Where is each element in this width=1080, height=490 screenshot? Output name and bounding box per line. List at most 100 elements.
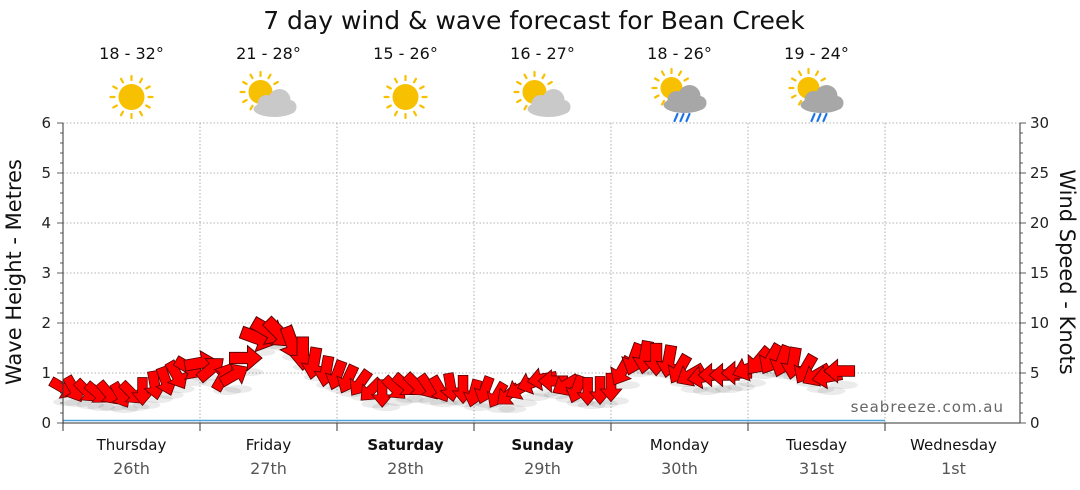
- cloud-shape: [253, 89, 297, 117]
- sun-cloud-rain-icon: [651, 67, 707, 123]
- rain-drop: [685, 112, 691, 123]
- wind-arrow-shadow: [98, 403, 127, 411]
- sun-ray: [419, 85, 425, 90]
- day-name: Friday: [246, 436, 292, 454]
- sun-ray: [393, 110, 399, 117]
- wind-arrow-shadow: [727, 383, 756, 391]
- wind-arrow: [300, 346, 327, 380]
- right-tick-label: 5: [1030, 364, 1040, 382]
- sun-disc: [392, 84, 419, 110]
- day-name: Thursday: [96, 436, 167, 454]
- sun-ray: [242, 80, 248, 86]
- wind-arrow: [823, 358, 856, 384]
- wind-arrow-shape: [131, 377, 154, 406]
- sun-ray: [386, 85, 392, 90]
- right-tick-label: 25: [1030, 164, 1049, 182]
- sun-ray: [814, 70, 820, 77]
- rain-drop: [816, 112, 822, 123]
- wind-arrow: [370, 379, 394, 408]
- axes: 0 1 2 3 4 5 6 0 5 10 15 20 25 30: [41, 114, 1049, 432]
- sun-ray: [112, 85, 118, 90]
- sun-ray: [790, 94, 797, 99]
- day-date: 1st: [941, 459, 966, 478]
- left-tick-label: 5: [41, 164, 51, 182]
- right-tick-label: 10: [1030, 314, 1049, 332]
- day-date: 27th: [250, 459, 287, 478]
- sun-ray: [119, 77, 125, 84]
- wind-arrow-shadow: [738, 379, 766, 387]
- wind-arrow-shadow: [829, 381, 858, 389]
- sun-ray: [523, 73, 528, 80]
- day-date: 29th: [524, 459, 561, 478]
- wind-arrow-shadow: [87, 403, 116, 411]
- right-axis-title: Wind Speed - Knots: [1055, 169, 1079, 374]
- wind-arrow-shadow: [372, 403, 401, 411]
- wind-arrow-shape: [300, 346, 327, 380]
- wind-arrow-shadow: [429, 399, 458, 407]
- wind-arrow-shape: [537, 369, 569, 393]
- left-axis-title: Wave Height - Metres: [2, 159, 26, 385]
- wind-arrow: [537, 369, 569, 393]
- wind-arrow: [218, 363, 249, 388]
- wind-arrow-shadow: [487, 405, 516, 413]
- sun-ray: [249, 73, 254, 80]
- day-date: 31st: [799, 459, 834, 478]
- wind-arrow-shadow: [817, 387, 846, 395]
- sun-ray: [653, 77, 660, 82]
- wind-arrow-shape: [823, 358, 856, 384]
- left-tick-label: 0: [41, 414, 51, 432]
- sun-ray: [820, 77, 827, 82]
- rain-drop: [679, 112, 685, 123]
- wind-arrow-shadow: [144, 395, 173, 403]
- sun-ray: [242, 98, 248, 104]
- wind-arrow: [599, 372, 623, 403]
- sun-cloud-rain-icon: [788, 67, 844, 123]
- sun-ray: [145, 85, 151, 90]
- left-tick-label: 1: [41, 364, 51, 382]
- day-name: Saturday: [367, 436, 444, 454]
- forecast-temp: 18 - 26°: [647, 44, 712, 63]
- wind-arrow: [131, 377, 154, 406]
- cloud-shape: [663, 85, 707, 113]
- sun-ray: [412, 77, 418, 84]
- sun-ray: [419, 104, 425, 109]
- sun-ray: [138, 77, 144, 84]
- sun-ray: [797, 99, 803, 106]
- wind-arrow-shadow: [406, 395, 435, 403]
- sun-ray: [119, 110, 125, 117]
- sun-ray: [516, 80, 522, 86]
- wind-arrow: [229, 344, 263, 372]
- day-date: 28th: [387, 459, 424, 478]
- wind-arrow-shadow: [703, 385, 732, 393]
- wind-arrow-shadow: [509, 399, 538, 407]
- forecast-row: 18 - 32° 21 - 28° 15 - 26° 16 - 27° 18 - 26°…: [99, 44, 849, 123]
- forecast-temp: 18 - 32°: [99, 44, 164, 63]
- wind-arrow-shape: [229, 344, 263, 372]
- day-date: 26th: [113, 459, 150, 478]
- wind-arrow-shadow: [53, 398, 81, 406]
- left-tick-label: 3: [41, 264, 51, 282]
- chart-title: 7 day wind & wave forecast for Bean Cree…: [263, 6, 805, 35]
- sun-ray: [790, 77, 797, 82]
- cloud-puff: [556, 100, 571, 114]
- wind-arrow-shadow: [76, 401, 105, 409]
- wind-series: [48, 315, 858, 413]
- right-tick-label: 30: [1030, 114, 1049, 132]
- wind-arrow-shadow: [498, 405, 527, 413]
- wind-arrow-shadow: [748, 371, 777, 379]
- sun-ray: [547, 80, 553, 86]
- right-tick-label: 0: [1030, 414, 1040, 432]
- partly-cloudy-icon: [513, 70, 571, 117]
- wind-arrow: [552, 373, 581, 396]
- cloud-puff: [829, 96, 844, 110]
- wind-arrow-shape: [218, 363, 249, 388]
- wind-arrow-shadow: [601, 397, 629, 405]
- sun-ray: [516, 98, 522, 104]
- sun-ray: [683, 77, 690, 82]
- day-name: Monday: [650, 436, 709, 454]
- right-tick-label: 20: [1030, 214, 1049, 232]
- sun-ray: [523, 104, 528, 111]
- sun-ray: [660, 99, 666, 106]
- wind-arrow-shape: [552, 373, 581, 396]
